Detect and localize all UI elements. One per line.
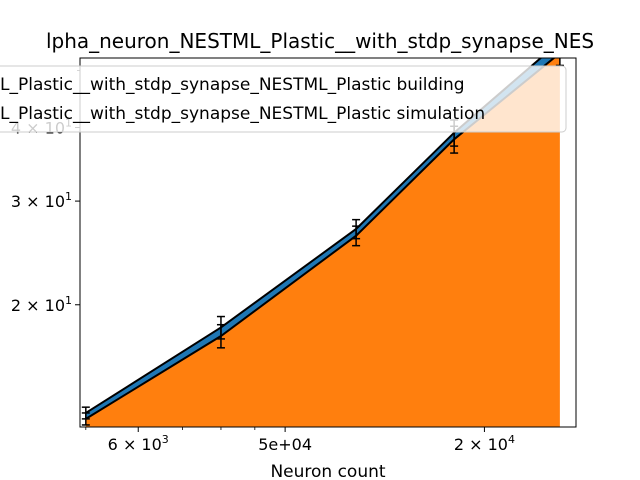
x-axis-label: Neuron count xyxy=(270,462,385,480)
legend-item[interactable]: L_Plastic__with_stdp_synapse_NESTML_Plas… xyxy=(0,104,485,124)
chart-title: lpha_neuron_NESTML_Plastic__with_stdp_sy… xyxy=(46,29,594,53)
tick-label: 6 × 103 xyxy=(108,433,169,454)
tick-label: 2 × 104 xyxy=(454,433,515,454)
simulation-error-bar xyxy=(216,323,225,349)
simulation-error-bar xyxy=(81,412,90,426)
legend-label: L_Plastic__with_stdp_synapse_NESTML_Plas… xyxy=(0,75,465,95)
plot-frame xyxy=(79,57,577,428)
simulation-area xyxy=(85,58,560,427)
simulation-error-bar xyxy=(555,58,564,67)
legend-box xyxy=(0,65,567,133)
tick-label: 3 × 101 xyxy=(11,190,72,211)
legend[interactable]: L_Plastic__with_stdp_synapse_NESTML_Plas… xyxy=(0,65,567,133)
x-axis: 6 × 103 5e+04 2 × 104 xyxy=(85,427,515,454)
legend-item[interactable]: L_Plastic__with_stdp_synapse_NESTML_Plas… xyxy=(0,75,465,95)
tick-label: 2 × 101 xyxy=(11,294,72,315)
tick-label: 5e+04 xyxy=(258,435,312,454)
simulation-error-bar xyxy=(352,225,361,247)
legend-label: L_Plastic__with_stdp_synapse_NESTML_Plas… xyxy=(0,104,485,124)
